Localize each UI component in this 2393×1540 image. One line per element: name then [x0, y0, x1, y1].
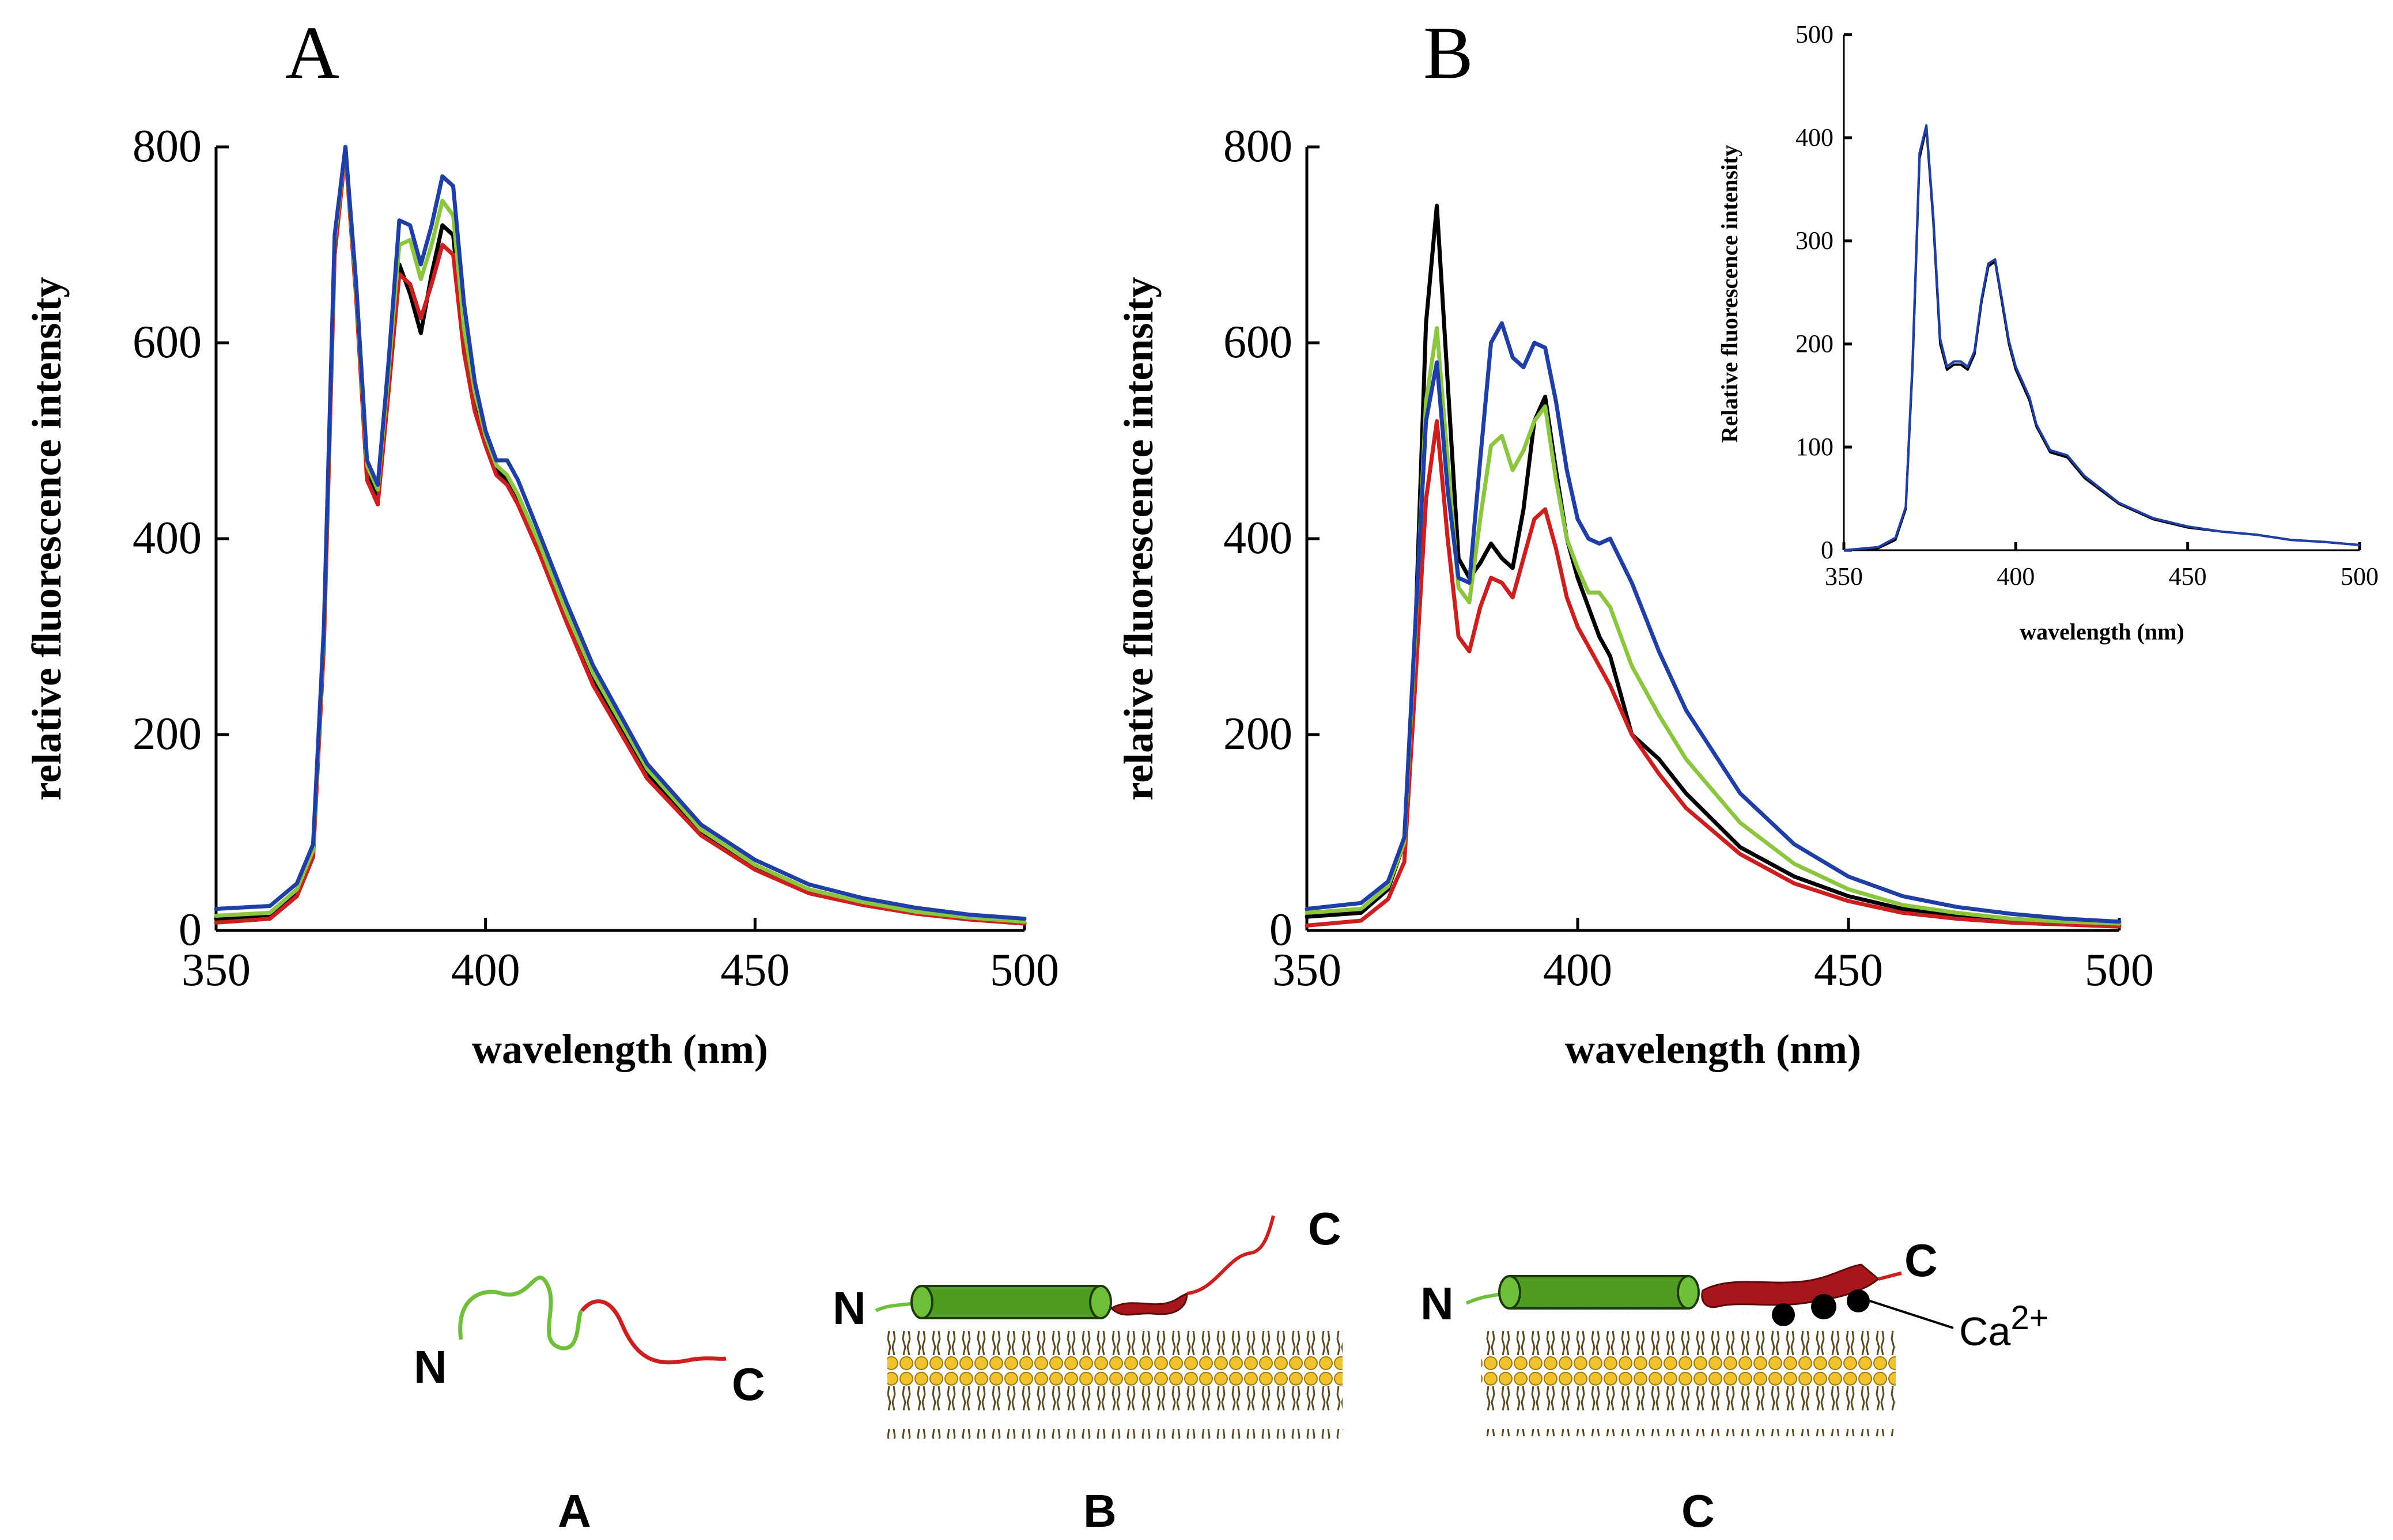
panel-a-series — [214, 145, 1027, 926]
x-tick-label: 450 — [1814, 945, 1883, 996]
c-terminal-tail — [1878, 1272, 1902, 1281]
series-line-black — [214, 145, 1027, 925]
diagram-a-c-label: C — [732, 1359, 765, 1410]
x-tick-label: 400 — [1997, 562, 2035, 591]
helix-cylinder — [1509, 1275, 1689, 1310]
panel-a-x-title: wavelength (nm) — [472, 1026, 768, 1072]
inset-series — [1843, 124, 2360, 551]
x-tick-label: 400 — [451, 945, 520, 996]
lipid-bilayer — [1481, 1312, 1896, 1436]
series-line-red — [214, 150, 1027, 926]
y-tick-label: 400 — [133, 513, 202, 563]
calcium-ion — [1811, 1294, 1836, 1319]
n-terminal-segment — [458, 1276, 584, 1350]
diagram-calcium-bound: N C Ca2+ C — [1420, 1235, 2049, 1537]
y-tick-label: 500 — [1795, 20, 1834, 48]
y-tick-label: 800 — [1223, 121, 1292, 172]
y-tick-label: 800 — [133, 121, 202, 172]
y-tick-label: 0 — [1821, 536, 1834, 564]
panel-b-y-title: relative fluorescence intensity — [1116, 277, 1162, 800]
c-terminal-domain — [1111, 1292, 1188, 1316]
y-tick-label: 0 — [1269, 905, 1292, 955]
diagram-c-c-label: C — [1904, 1235, 1938, 1286]
y-tick-label: 300 — [1795, 226, 1834, 255]
diagram-membrane-bound: N C B — [833, 1203, 1343, 1537]
panel-b-series — [1305, 203, 2122, 929]
y-tick-label: 200 — [1795, 330, 1834, 358]
x-tick-label: 350 — [182, 945, 251, 996]
x-tick-label: 400 — [1543, 945, 1612, 996]
panel-a-y-ticks: 0 200 400 600 800 — [133, 121, 229, 955]
y-tick-label: 0 — [179, 905, 202, 955]
inset-x-title: wavelength (nm) — [2020, 619, 2184, 645]
x-tick-label: 350 — [1825, 562, 1863, 591]
diagram-a-n-label: N — [414, 1341, 447, 1393]
helix-cylinder — [921, 1285, 1102, 1319]
c-terminal-domain — [1701, 1263, 1880, 1308]
panel-b-x-title: wavelength (nm) — [1565, 1026, 1861, 1072]
series-line-green — [214, 146, 1027, 924]
series-line-red — [1305, 419, 2122, 929]
y-tick-label: 400 — [1795, 123, 1834, 152]
chart-panel-b: B 0 200 400 600 800 350 400 450 500 wavelength … — [1116, 12, 2154, 1072]
x-tick-label: 350 — [1272, 945, 1341, 996]
panel-a-letter: A — [285, 12, 339, 94]
calcium-ion — [1772, 1303, 1795, 1326]
panel-b-x-ticks: 350 400 450 500 — [1272, 918, 2154, 996]
calcium-label: Ca2+ — [1959, 1299, 2049, 1354]
y-tick-label: 600 — [133, 317, 202, 368]
diagram-b-n-label: N — [833, 1282, 866, 1334]
y-tick-label: 200 — [133, 709, 202, 759]
diagram-b-c-label: C — [1308, 1203, 1341, 1254]
panel-b-letter: B — [1423, 12, 1473, 94]
c-terminal-tail — [1186, 1215, 1275, 1295]
y-tick-label: 200 — [1223, 709, 1292, 759]
series-line-green — [1305, 326, 2122, 926]
inset-y-title: Relative fluorescence intensity — [1717, 145, 1742, 443]
x-tick-label: 500 — [2085, 945, 2154, 996]
y-tick-label: 100 — [1795, 433, 1834, 461]
lipid-bilayer — [887, 1315, 1343, 1439]
diagram-unfolded-peptide: N C A — [414, 1276, 765, 1537]
calcium-ion — [1847, 1289, 1870, 1312]
c-terminal-segment — [580, 1299, 727, 1365]
y-tick-label: 600 — [1223, 317, 1292, 368]
x-tick-label: 450 — [2169, 562, 2207, 591]
y-tick-label: 400 — [1223, 513, 1292, 563]
series-line-blue — [1843, 124, 2360, 551]
series-line-blue — [214, 145, 1027, 921]
diagram-a-caption: A — [558, 1485, 591, 1537]
x-tick-label: 500 — [990, 945, 1059, 996]
x-tick-label: 450 — [720, 945, 789, 996]
diagram-c-caption: C — [1681, 1485, 1715, 1537]
series-line-blue — [1305, 321, 2122, 924]
series-line-black — [1843, 126, 2360, 551]
calcium-pointer — [1869, 1300, 1954, 1329]
chart-panel-b-inset: 0 100 200 300 400 500 350 400 450 500 wavelength… — [1717, 20, 2379, 645]
chart-panel-a: A 0 200 400 600 800 350 400 450 500 wavelength … — [24, 12, 1059, 1072]
diagram-b-caption: B — [1083, 1485, 1117, 1537]
panel-a-y-title: relative fluorescence intensity — [24, 277, 70, 800]
diagram-c-n-label: N — [1420, 1278, 1454, 1329]
inset-y-ticks: 0 100 200 300 400 500 — [1795, 20, 1852, 564]
x-tick-label: 500 — [2341, 562, 2379, 591]
n-terminal-tail — [875, 1301, 917, 1312]
inset-x-ticks: 350 400 450 500 — [1825, 542, 2379, 591]
panel-b-y-ticks: 0 200 400 600 800 — [1223, 121, 1320, 955]
